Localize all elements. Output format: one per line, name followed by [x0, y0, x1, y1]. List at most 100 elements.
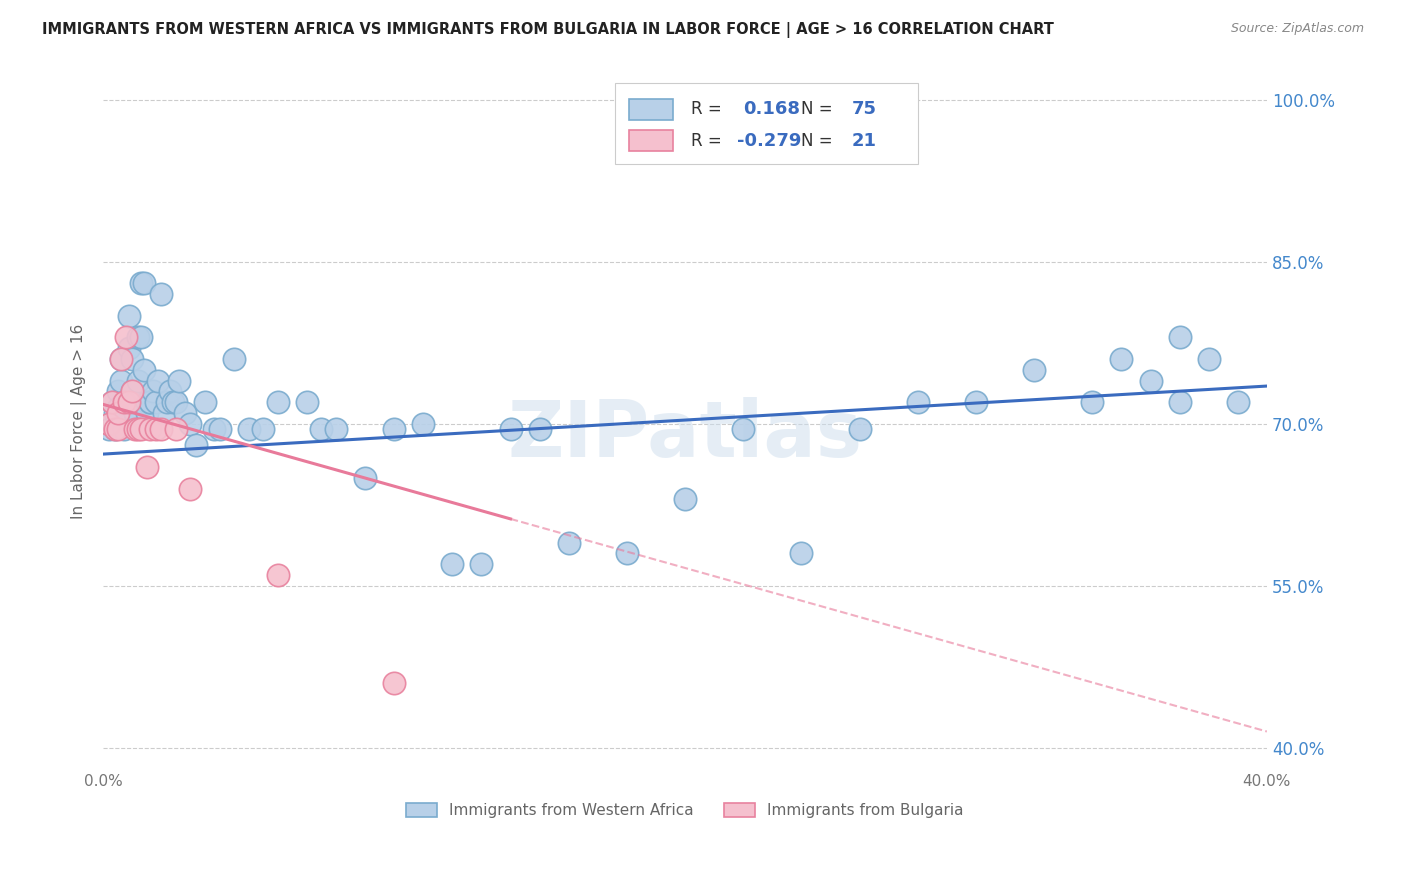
- Point: [118, 395, 141, 409]
- Point: [441, 557, 464, 571]
- Text: IMMIGRANTS FROM WESTERN AFRICA VS IMMIGRANTS FROM BULGARIA IN LABOR FORCE | AGE : IMMIGRANTS FROM WESTERN AFRICA VS IMMIGR…: [42, 22, 1054, 38]
- Point: [1111, 352, 1133, 367]
- Point: [150, 287, 173, 301]
- Point: [112, 422, 135, 436]
- Point: [124, 395, 146, 409]
- Point: [162, 395, 184, 409]
- Point: [153, 406, 176, 420]
- Point: [673, 492, 696, 507]
- Point: [132, 277, 155, 291]
- Point: [238, 422, 260, 436]
- Point: [529, 422, 551, 436]
- Point: [382, 422, 405, 436]
- Point: [1226, 395, 1249, 409]
- Point: [112, 395, 135, 409]
- Point: [129, 422, 152, 436]
- Text: Source: ZipAtlas.com: Source: ZipAtlas.com: [1230, 22, 1364, 36]
- Point: [179, 482, 201, 496]
- Point: [110, 374, 132, 388]
- Point: [127, 422, 149, 436]
- Point: [156, 395, 179, 409]
- Point: [907, 395, 929, 409]
- Point: [129, 330, 152, 344]
- Legend: Immigrants from Western Africa, Immigrants from Bulgaria: Immigrants from Western Africa, Immigran…: [401, 797, 970, 824]
- Point: [110, 352, 132, 367]
- Point: [135, 406, 157, 420]
- Point: [267, 395, 290, 409]
- Point: [165, 422, 187, 436]
- Point: [135, 460, 157, 475]
- Point: [194, 395, 217, 409]
- Point: [252, 422, 274, 436]
- Point: [124, 406, 146, 420]
- Point: [115, 330, 138, 344]
- Point: [121, 384, 143, 399]
- Point: [1168, 330, 1191, 344]
- Point: [112, 395, 135, 409]
- Bar: [630, 130, 673, 151]
- Point: [557, 535, 579, 549]
- Text: 75: 75: [852, 100, 876, 118]
- Point: [124, 422, 146, 436]
- Point: [145, 395, 167, 409]
- Point: [470, 557, 492, 571]
- Point: [325, 422, 347, 436]
- Point: [107, 406, 129, 420]
- Point: [110, 352, 132, 367]
- Point: [202, 422, 225, 436]
- Point: [1139, 374, 1161, 388]
- Point: [98, 417, 121, 431]
- Point: [115, 395, 138, 409]
- Text: R =: R =: [690, 131, 727, 150]
- Point: [167, 374, 190, 388]
- Point: [101, 395, 124, 409]
- Point: [186, 438, 208, 452]
- Point: [139, 395, 162, 409]
- Point: [127, 330, 149, 344]
- Point: [1198, 352, 1220, 367]
- Point: [267, 568, 290, 582]
- Point: [104, 422, 127, 436]
- Point: [104, 406, 127, 420]
- Y-axis label: In Labor Force | Age > 16: In Labor Force | Age > 16: [72, 324, 87, 519]
- Text: 21: 21: [852, 131, 876, 150]
- Point: [98, 422, 121, 436]
- Point: [412, 417, 434, 431]
- Point: [121, 352, 143, 367]
- Point: [848, 422, 870, 436]
- Point: [150, 422, 173, 436]
- Point: [311, 422, 333, 436]
- Point: [499, 422, 522, 436]
- Text: 0.168: 0.168: [744, 100, 800, 118]
- Point: [354, 471, 377, 485]
- Point: [1024, 363, 1046, 377]
- Point: [208, 422, 231, 436]
- Point: [115, 406, 138, 420]
- Point: [224, 352, 246, 367]
- Point: [616, 546, 638, 560]
- Point: [118, 341, 141, 355]
- Point: [148, 374, 170, 388]
- Bar: [616, 84, 918, 163]
- Point: [1168, 395, 1191, 409]
- Point: [139, 422, 162, 436]
- Point: [104, 422, 127, 436]
- Text: N =: N =: [801, 100, 838, 118]
- Text: -0.279: -0.279: [737, 131, 801, 150]
- Point: [145, 422, 167, 436]
- Point: [733, 422, 755, 436]
- Text: N =: N =: [801, 131, 838, 150]
- Point: [121, 384, 143, 399]
- Point: [790, 546, 813, 560]
- Point: [127, 374, 149, 388]
- Point: [173, 406, 195, 420]
- Point: [132, 363, 155, 377]
- Point: [139, 395, 162, 409]
- Point: [159, 384, 181, 399]
- Point: [179, 417, 201, 431]
- Point: [107, 401, 129, 415]
- Point: [1081, 395, 1104, 409]
- Point: [129, 277, 152, 291]
- Text: ZIPatlas: ZIPatlas: [508, 397, 862, 473]
- Point: [382, 676, 405, 690]
